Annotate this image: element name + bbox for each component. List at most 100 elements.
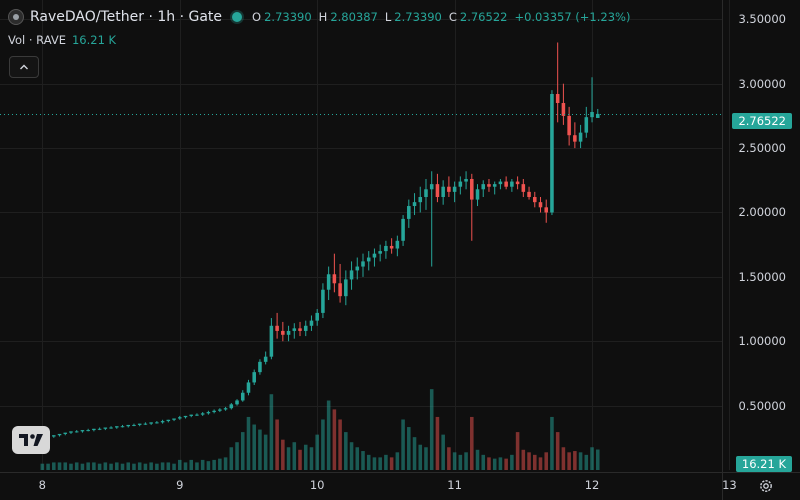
tradingview-logo[interactable] [12,426,50,454]
candle-body [166,419,171,422]
volume-bar [361,451,365,470]
volume-bar [292,442,297,470]
volume-bar [166,462,171,470]
volume-bar [338,419,342,470]
collapse-legend-button[interactable] [9,56,39,78]
volume-bar [521,449,526,470]
volume-bar [57,462,62,470]
volume-value: 16.21 K [71,33,117,47]
volume-bar [470,416,474,470]
volume-bar [189,459,194,470]
candle-body [366,257,371,262]
time-axis-label: 13 [722,478,737,492]
volume-bar [544,452,549,470]
volume-bar [595,449,600,470]
volume-bar [321,419,325,470]
volume-bar [229,447,234,470]
volume-bar [504,458,508,470]
volume-bar [464,452,468,470]
candle-body [395,240,400,249]
volume-bar [97,463,102,470]
market-status-icon[interactable] [232,12,243,22]
candle-body [555,94,560,104]
candle-body [115,426,119,428]
volume-bar [206,461,211,470]
candle-body [303,325,308,331]
candle-body [401,218,405,241]
symbol-logo-icon [8,9,24,25]
candle-body [344,279,348,297]
candle-body [441,186,445,198]
volume-bar [160,462,165,470]
volume-bar [46,463,50,470]
candle-body [229,404,234,409]
ohlc-legend: O 2.73390 H 2.80387 L 2.73390 C 2.76522 … [252,10,634,24]
candle-body [80,430,85,432]
volume-bar [366,454,371,470]
change-value: +0.03357 (+1.23%) [514,10,631,24]
low-value: 2.73390 [394,10,442,24]
gear-icon[interactable] [758,478,774,494]
candle-body [435,184,440,198]
volume-bar [286,447,291,470]
volume-label[interactable]: Vol · RAVE [8,33,66,47]
volume-bar [80,463,85,470]
volume-bar [349,442,354,470]
candle-body [258,361,262,373]
candle-body [527,191,531,198]
volume-bar [344,432,348,470]
price-axis-label: 2.00000 [738,205,786,220]
candle-body [418,197,423,203]
volume-bar [384,454,388,470]
candle-body [252,372,256,383]
candle-body [332,274,337,284]
volume-bar [177,459,182,470]
volume-bar [561,447,566,470]
candle-body [464,178,468,182]
candle-body [200,413,205,415]
candle-body [235,400,239,405]
volume-bar [481,454,486,470]
candle-body [218,409,222,411]
time-axis-label: 12 [584,478,600,492]
volume-legend: Vol · RAVE 16.21 K [8,33,116,47]
candle-body [452,186,457,192]
candle-body [521,184,526,192]
volume-bar [149,462,153,470]
candle-body [498,181,503,185]
candle-body [126,424,131,427]
volume-bar [120,463,125,470]
volume-bar [332,409,337,470]
candle-body [69,431,73,433]
volume-bar [240,432,245,470]
close-value: 2.76522 [459,10,508,24]
volume-bar [143,463,148,470]
candle-body [309,320,314,326]
volume-bar [378,457,382,470]
volume-bar [303,444,308,470]
price-axis-label: 0.50000 [738,398,786,413]
candle-body [475,189,480,200]
price-axis-label: 1.00000 [738,334,786,349]
candle-body [120,426,125,428]
candle-body [481,184,486,190]
volume-bar [389,457,394,470]
low-label: L [384,10,392,24]
volume-bar [527,452,531,470]
symbol-title[interactable]: RaveDAO/Tether · 1h · Gate [30,9,223,25]
candle-body [292,328,297,331]
candle-body [384,245,388,252]
candle-body [269,325,274,357]
candle-body [429,184,434,190]
volume-bar [69,463,73,470]
volume-bar [109,463,113,470]
candle-body [487,184,491,187]
volume-bar [550,416,554,470]
open-value: 2.73390 [264,10,312,24]
time-axis-label: 8 [38,478,47,492]
volume-bar [212,459,216,470]
volume-bar [407,427,411,470]
high-value: 2.80387 [330,10,378,24]
volume-bar [246,416,251,470]
